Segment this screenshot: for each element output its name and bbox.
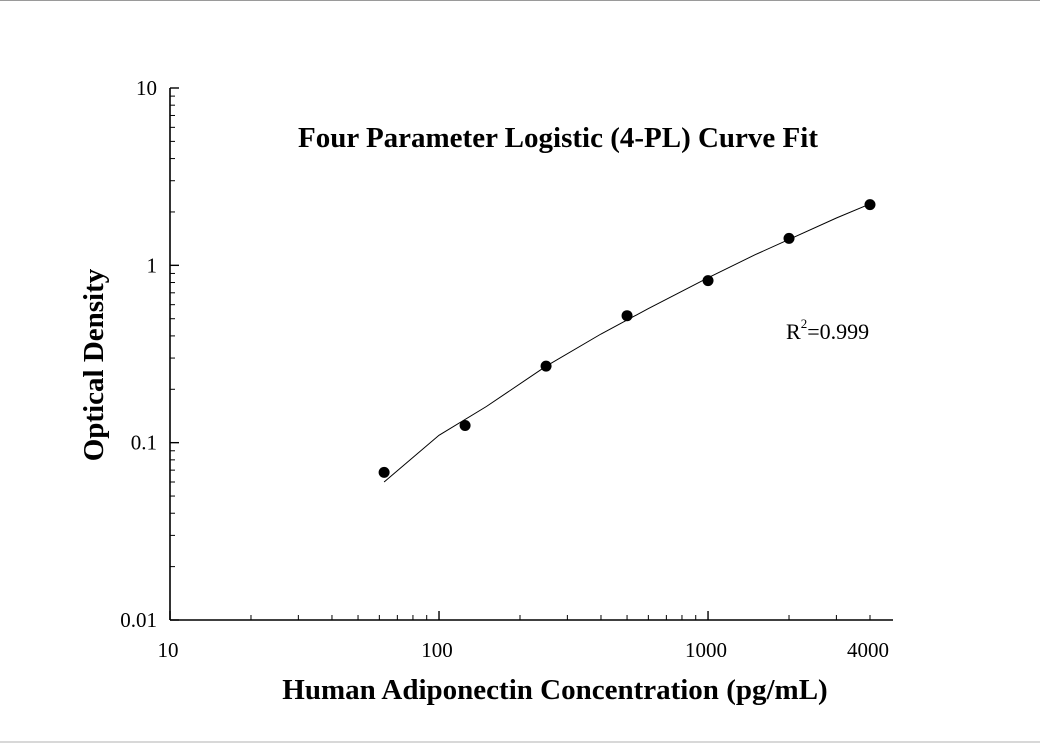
x-tick-label: 4000 [847, 638, 889, 662]
data-point [378, 466, 390, 478]
y-tick-label: 10 [136, 76, 157, 100]
data-point [540, 360, 552, 372]
x-tick-label: 1000 [685, 638, 727, 662]
data-point [864, 199, 876, 211]
top-border [0, 0, 1040, 1]
x-tick-label: 10 [158, 638, 179, 662]
data-point [702, 275, 714, 287]
data-point [621, 310, 633, 322]
ticks-layer [169, 87, 871, 621]
y-tick-label: 1 [147, 253, 158, 277]
r-squared-annotation: R2=0.999 [786, 316, 869, 344]
data-points [378, 199, 876, 478]
y-tick-label: 0.1 [131, 431, 157, 455]
y-axis-title: Optical Density [78, 268, 110, 461]
y-tick-label: 0.01 [120, 608, 157, 632]
x-axis-title: Human Adiponectin Concentration (pg/mL) [282, 674, 827, 706]
x-tick-label: 100 [421, 638, 453, 662]
chart-title: Four Parameter Logistic (4-PL) Curve Fit [298, 122, 818, 154]
fit-curve [383, 203, 871, 483]
data-point [459, 419, 471, 431]
data-point [783, 232, 795, 244]
bottom-border [0, 741, 1040, 743]
